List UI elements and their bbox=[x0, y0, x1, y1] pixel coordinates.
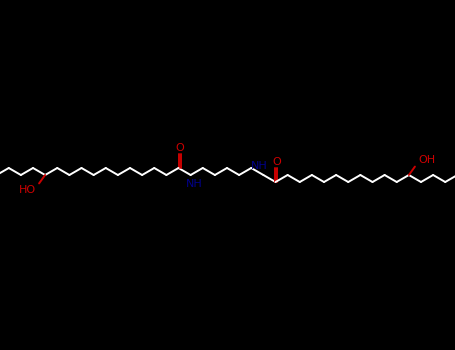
Text: OH: OH bbox=[418, 155, 435, 164]
Text: HO: HO bbox=[19, 186, 35, 195]
Text: NH: NH bbox=[251, 161, 268, 171]
Text: NH: NH bbox=[186, 179, 203, 189]
Text: O: O bbox=[175, 144, 184, 153]
Text: O: O bbox=[272, 158, 281, 167]
